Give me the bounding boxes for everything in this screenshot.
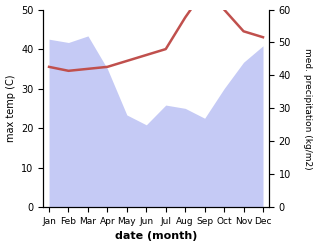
Y-axis label: med. precipitation (kg/m2): med. precipitation (kg/m2) bbox=[303, 48, 313, 169]
Y-axis label: max temp (C): max temp (C) bbox=[5, 75, 16, 142]
X-axis label: date (month): date (month) bbox=[115, 231, 197, 242]
